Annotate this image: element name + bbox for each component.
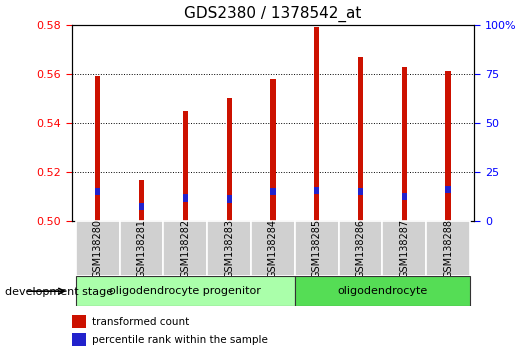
Text: GSM138283: GSM138283 [224,219,234,278]
Bar [183,194,188,202]
Bar [72,315,86,328]
Bar [358,188,363,195]
Bar [76,276,295,306]
Text: GSM138284: GSM138284 [268,219,278,278]
Bar [120,221,163,276]
Text: GSM138286: GSM138286 [356,219,366,278]
Bar [402,193,407,200]
Text: transformed count: transformed count [92,316,189,327]
Bar [72,333,86,346]
Bar [295,276,470,306]
Bar [426,221,470,276]
Text: oligodendrocyte: oligodendrocyte [337,286,428,296]
Title: GDS2380 / 1378542_at: GDS2380 / 1378542_at [184,6,361,22]
Bar [314,187,320,194]
Text: GSM138280: GSM138280 [93,219,103,278]
Text: GSM138281: GSM138281 [137,219,147,278]
Bar [270,188,276,195]
Bar [207,221,251,276]
Bar [270,79,276,221]
Bar [139,179,144,221]
Bar [226,98,232,221]
Bar [339,221,383,276]
Bar [383,221,426,276]
Text: GSM138288: GSM138288 [443,219,453,278]
Bar [295,221,339,276]
Bar [76,221,120,276]
Text: oligodendrocyte progenitor: oligodendrocyte progenitor [110,286,261,296]
Bar [226,195,232,203]
Bar [163,221,207,276]
Bar [183,111,188,221]
Text: GSM138285: GSM138285 [312,219,322,278]
Bar [402,67,407,221]
Bar [139,203,144,210]
Text: percentile rank within the sample: percentile rank within the sample [92,335,268,344]
Bar [358,57,363,221]
Bar [445,72,450,221]
Text: GSM138287: GSM138287 [399,219,409,278]
Bar [251,221,295,276]
Bar [95,188,101,195]
Text: GSM138282: GSM138282 [180,219,190,278]
Bar [314,27,320,221]
Bar [445,185,450,193]
Bar [95,76,101,221]
Text: development stage: development stage [5,287,113,297]
